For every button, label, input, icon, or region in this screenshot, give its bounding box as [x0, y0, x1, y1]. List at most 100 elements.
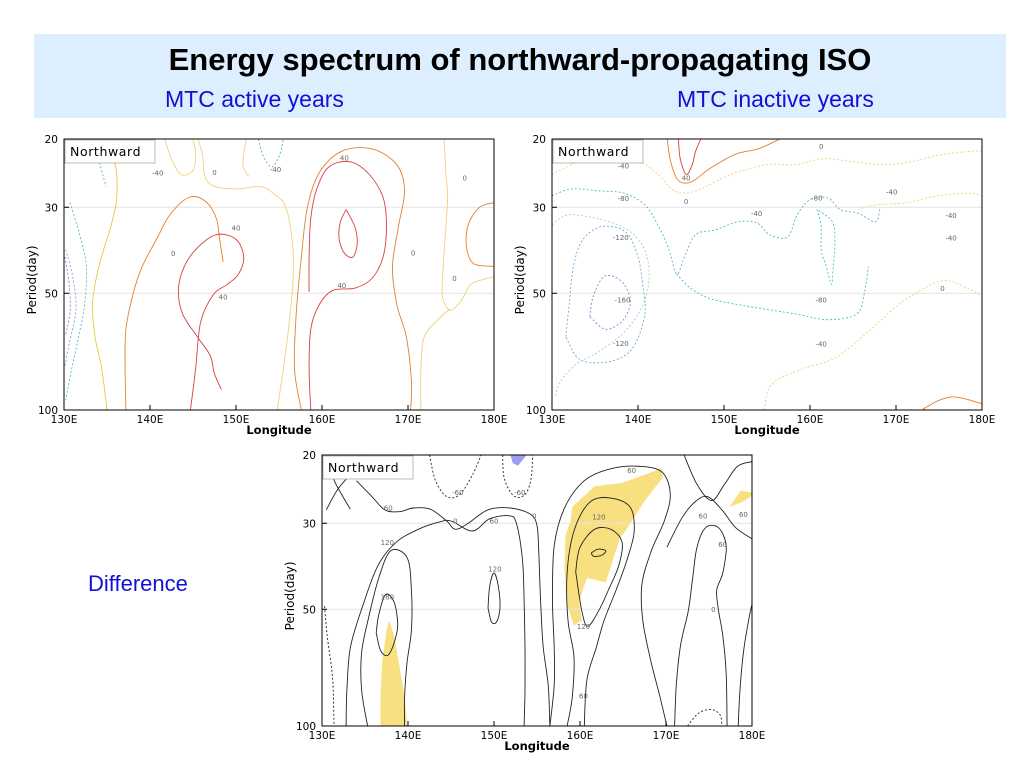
plot-area: 60 -60 -60 0 60 0 60 120 60 60 120 60 120 180 0 120 60 [322, 455, 752, 726]
contour-label: 0 [452, 275, 456, 283]
contour-label: 40 [337, 282, 346, 290]
difference-label: Difference [88, 571, 188, 596]
x-tick-label: 130E [309, 730, 336, 742]
contour-label: 120 [381, 539, 394, 547]
contour-line-d-60-left [345, 515, 526, 726]
inactive-years-chart: -40 0 40 0 -80 -80 -40 -40 -40 -40 -120 -160 -80 -120… [513, 134, 996, 437]
contour-line-i-neg40-right [763, 280, 982, 410]
contour-line-d-120-main [566, 497, 635, 726]
y-axis-title: Period(day) [513, 245, 527, 314]
contour-line-c-40-right [308, 160, 387, 410]
contour-line-i-0-top [666, 139, 781, 184]
contour-line-c-0-top [242, 139, 250, 177]
active-years-chart: -40 0 -40 40 0 40 0 0 40 40 0 Northward 130E 140E 150E… [25, 134, 507, 437]
contour-line-d-240-main [590, 548, 607, 557]
subtitle-active-years: MTC active years [165, 86, 344, 112]
y-tick-label: 30 [45, 202, 58, 214]
y-tick-label: 100 [38, 405, 58, 417]
y-axis-title: Period(day) [25, 245, 39, 314]
slide-title: Energy spectrum of northward-propagating… [168, 42, 872, 77]
contour-label: -40 [270, 166, 281, 174]
contour-line-d-120-left [360, 548, 413, 726]
contour-label: 0 [711, 606, 715, 614]
contour-label: -60 [452, 489, 463, 497]
contour-label: -40 [945, 212, 956, 220]
contour-line-i-neg80-low [676, 266, 869, 321]
contour-line-i-neg80-right [816, 209, 836, 285]
contour-label: 0 [532, 512, 536, 520]
contour-line-d-180-left [375, 593, 399, 657]
x-axis-title: Longitude [734, 423, 800, 437]
x-tick-label: 180E [969, 414, 996, 426]
contour-line-c-40-far-right [465, 202, 494, 267]
contour-label: 60 [718, 541, 727, 549]
contour-line-i-neg120 [565, 225, 646, 364]
y-tick-label: 50 [45, 288, 58, 300]
contour-label: 40 [340, 155, 349, 163]
contour-label: -80 [815, 296, 826, 304]
x-tick-label: 170E [395, 414, 422, 426]
contour-line-d-60-bottom-right [737, 604, 752, 726]
contour-line-i-0-right [858, 192, 982, 210]
subtitle-inactive-years: MTC inactive years [677, 86, 874, 112]
x-axis-title: Longitude [246, 423, 312, 437]
y-axis-title: Period(day) [283, 561, 297, 630]
contour-line-c-neg40-mid [257, 139, 284, 168]
contour-label: 60 [384, 505, 393, 513]
contour-line-c-0-far-right2 [420, 308, 451, 410]
contour-label: -120 [613, 234, 629, 242]
contour-line-c-40-mid [177, 233, 245, 410]
shaded-region-sig-blue [510, 455, 527, 466]
panel-label: Northward [70, 144, 141, 159]
y-tick-label: 50 [533, 288, 546, 300]
contour-label: 120 [592, 513, 605, 521]
y-tick-label: 30 [303, 518, 316, 530]
x-tick-label: 160E [797, 414, 824, 426]
x-axis-title: Longitude [504, 739, 570, 753]
panel-label-box: Northward [322, 455, 414, 480]
contour-label: 60 [627, 467, 636, 475]
contour-line-d-60-right [674, 524, 728, 726]
contour-label: -40 [152, 170, 163, 178]
contour-label: 60 [739, 511, 748, 519]
x-tick-label: 170E [883, 414, 910, 426]
contour-label: 40 [232, 224, 241, 232]
contour-label: -40 [751, 210, 762, 218]
contour-label: -40 [618, 163, 629, 171]
panel-label: Northward [328, 460, 399, 475]
contour-label: 0 [940, 285, 944, 293]
contour-label: 0 [171, 250, 175, 258]
x-tick-label: 140E [137, 414, 164, 426]
contour-label: 40 [682, 174, 691, 182]
contour-label: -60 [514, 489, 525, 497]
difference-chart: 60 -60 -60 0 60 0 60 120 60 60 120 60 120 180 0 120 60 No… [283, 450, 766, 753]
x-tick-label: 180E [739, 730, 766, 742]
contour-line-i-neg160 [589, 274, 631, 330]
y-tick-label: 100 [296, 721, 316, 733]
shaded-region-sig-yellow-main [564, 468, 663, 626]
contour-line-d-60-main [549, 465, 671, 726]
plot-frame [321, 454, 753, 727]
contour-line-c-0-far-right [441, 139, 494, 311]
contour-label: 60 [579, 693, 588, 701]
contour-line-c-80-right [338, 209, 358, 258]
shaded-region-sig-yellow-left [380, 620, 408, 726]
contour-label: 0 [411, 250, 415, 258]
contour-line-d-0-right [666, 495, 752, 548]
contour-line-c-neg120 [64, 256, 71, 335]
y-tick-label: 100 [526, 405, 546, 417]
contour-label: -40 [945, 234, 956, 242]
contour-line-c-0-mid2 [164, 139, 197, 176]
contour-label: 0 [684, 198, 688, 206]
contour-line-i-neg40-mid [552, 214, 650, 398]
contour-label: 0 [819, 143, 823, 151]
x-tick-label: 130E [51, 414, 78, 426]
plot-frame [63, 138, 495, 411]
x-tick-label: 150E [223, 414, 250, 426]
contour-line-d-0-left [324, 606, 335, 726]
contour-label: -40 [886, 189, 897, 197]
contour-line-c-neg80 [64, 249, 77, 367]
contour-line-d-0-top [429, 455, 482, 499]
contour-label: -80 [811, 195, 822, 203]
contour-line-d-0-mid [356, 480, 551, 726]
